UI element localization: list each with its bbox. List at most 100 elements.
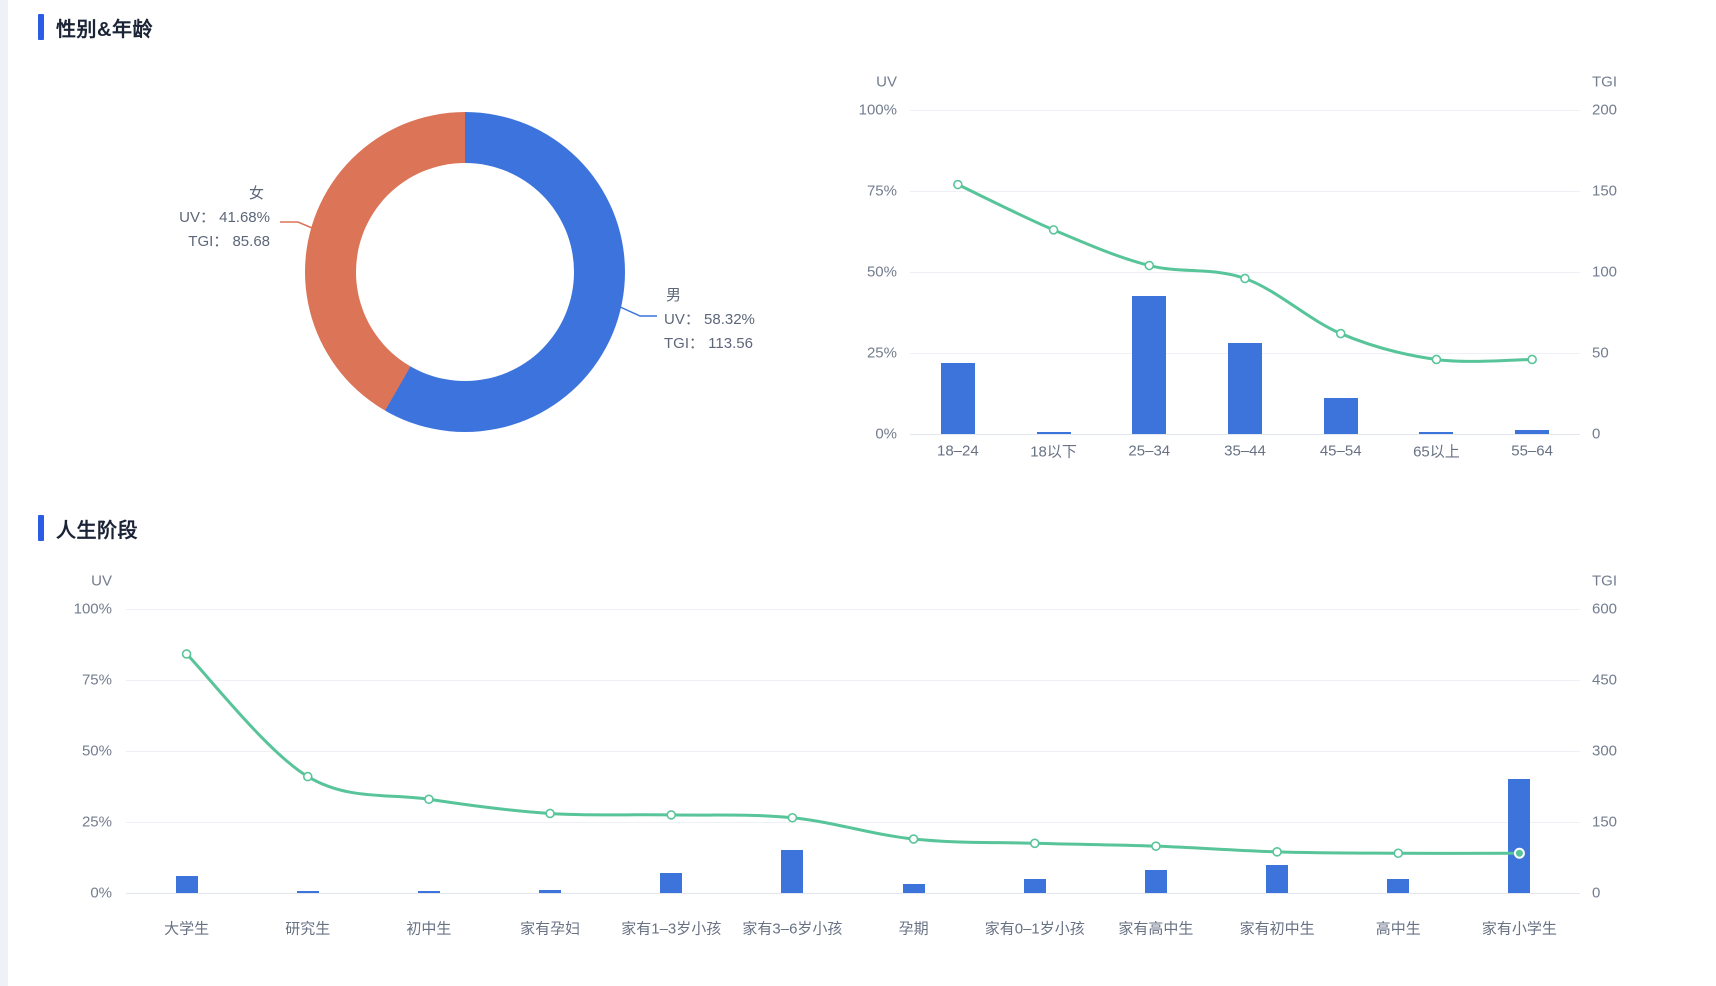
line-point-家有初中生[interactable] (1272, 847, 1282, 857)
line-point-家有3–6岁小孩[interactable] (787, 812, 798, 823)
bar-45–54[interactable] (1323, 398, 1358, 434)
pie-label-male: 男 UV： 58.32% TGI： 113.56 (664, 284, 755, 356)
left-axis-tick-label: 100% (73, 600, 112, 618)
line-point-研究生[interactable] (302, 771, 313, 782)
bar-18以下[interactable] (1036, 432, 1071, 434)
gender-donut-hole (356, 163, 574, 381)
bar-家有3–6岁小孩[interactable] (781, 850, 804, 893)
line-point-初中生[interactable] (424, 794, 434, 805)
left-axis-tick-label: 75% (81, 671, 112, 689)
line-point-家有1–3岁小孩[interactable] (666, 810, 677, 820)
pie-label-female-uv: UV： 41.68% (179, 209, 270, 226)
left-axis-tick-label: 0% (875, 425, 897, 443)
x-axis-label-家有高中生: 家有高中生 (1118, 920, 1194, 938)
right-axis-tick-label: 150 (1592, 182, 1618, 200)
section-header-life-stage: 人生阶段 (38, 514, 138, 542)
gridline (126, 822, 1580, 823)
pie-label-male-name: 男 (666, 287, 682, 304)
bar-高中生[interactable] (1387, 878, 1410, 893)
right-axis-tick-label: 150 (1592, 813, 1618, 831)
line-point-高中生[interactable] (1393, 848, 1404, 859)
bar-初中生[interactable] (417, 890, 440, 893)
gridline (126, 893, 1580, 894)
x-axis-label-家有1–3岁小孩: 家有1–3岁小孩 (621, 920, 722, 938)
pie-label-male-uv: UV： 58.32% (664, 311, 755, 328)
gridline (126, 609, 1580, 610)
line-point-家有0–1岁小孩[interactable] (1029, 838, 1040, 849)
page-left-gutter (0, 0, 8, 986)
pie-label-female: 女 UV： 41.68% TGI： 85.68 (118, 182, 270, 254)
bar-家有1–3岁小孩[interactable] (660, 873, 683, 893)
bar-家有0–1岁小孩[interactable] (1023, 878, 1046, 893)
bar-65以上[interactable] (1419, 432, 1454, 434)
gridline (126, 751, 1580, 752)
section-accent-bar (38, 515, 44, 541)
bar-研究生[interactable] (296, 891, 319, 893)
x-axis-label-18–24: 18–24 (936, 442, 979, 460)
right-axis-tick-label: 0 (1592, 884, 1601, 902)
x-axis-label-研究生: 研究生 (285, 920, 331, 938)
gridline (126, 680, 1580, 681)
bar-家有孕妇[interactable] (539, 889, 562, 893)
section-header-gender-age: 性别&年龄 (38, 13, 153, 41)
bar-孕期[interactable] (902, 884, 925, 893)
pie-label-female-tgi: TGI： 85.68 (188, 233, 270, 250)
left-axis-tick-label: 50% (866, 263, 897, 281)
right-axis-tick-label: 100 (1592, 263, 1618, 281)
pie-label-male-tgi: TGI： 113.56 (664, 335, 753, 352)
section-title-life-stage: 人生阶段 (56, 519, 138, 542)
left-axis-tick-label: 25% (81, 813, 112, 831)
pie-label-female-name: 女 (248, 185, 264, 202)
x-axis-label-家有小学生: 家有小学生 (1481, 920, 1557, 938)
section-title-gender-age: 性别&年龄 (56, 18, 153, 41)
left-axis-tick-label: 75% (866, 182, 897, 200)
tgi-line (185, 652, 1521, 855)
bar-家有小学生[interactable] (1508, 779, 1531, 893)
x-axis-label-65以上: 65以上 (1413, 443, 1460, 461)
bar-55–64[interactable] (1515, 430, 1550, 434)
x-axis-label-家有孕妇: 家有孕妇 (520, 920, 581, 938)
right-axis-tick-label: 300 (1592, 742, 1618, 760)
right-axis-tick-label: 0 (1592, 425, 1601, 443)
bar-18–24[interactable] (940, 362, 975, 434)
left-axis-title: UV (876, 73, 897, 91)
right-axis-title: TGI (1592, 73, 1617, 91)
bar-大学生[interactable] (175, 875, 198, 893)
line-point-孕期[interactable] (908, 834, 919, 844)
gridline (910, 110, 1580, 111)
section-accent-bar (38, 14, 44, 40)
right-axis-tick-label: 200 (1592, 101, 1618, 119)
right-axis-title: TGI (1592, 572, 1617, 590)
right-axis-tick-label: 600 (1592, 600, 1618, 618)
left-axis-tick-label: 25% (866, 344, 897, 362)
right-axis-tick-label: 450 (1592, 671, 1618, 689)
left-axis-tick-label: 50% (81, 742, 112, 760)
x-axis-label-家有初中生: 家有初中生 (1239, 920, 1315, 938)
left-axis-tick-label: 100% (858, 101, 897, 119)
x-axis-label-大学生: 大学生 (164, 920, 210, 938)
x-axis-label-家有0–1岁小孩: 家有0–1岁小孩 (984, 920, 1085, 938)
line-point-家有高中生[interactable] (1151, 841, 1161, 851)
bar-家有初中生[interactable] (1266, 864, 1289, 893)
x-axis-label-孕期: 孕期 (898, 920, 929, 938)
left-axis-tick-label: 0% (90, 884, 112, 902)
x-axis-label-35–44: 35–44 (1224, 442, 1266, 460)
line-point-家有孕妇[interactable] (545, 808, 555, 819)
bar-家有高中生[interactable] (1144, 870, 1167, 893)
x-axis-label-家有3–6岁小孩: 家有3–6岁小孩 (742, 920, 843, 938)
x-axis-label-初中生: 初中生 (406, 920, 452, 938)
right-axis-tick-label: 50 (1592, 344, 1609, 362)
x-axis-label-45–54: 45–54 (1319, 442, 1362, 460)
x-axis-label-25–34: 25–34 (1128, 442, 1171, 460)
line-point-大学生[interactable] (181, 649, 192, 659)
gridline (910, 434, 1580, 435)
x-axis-label-18以下: 18以下 (1030, 443, 1077, 461)
left-axis-title: UV (91, 572, 112, 590)
x-axis-label-高中生: 高中生 (1375, 920, 1421, 938)
x-axis-label-55–64: 55–64 (1511, 442, 1553, 460)
